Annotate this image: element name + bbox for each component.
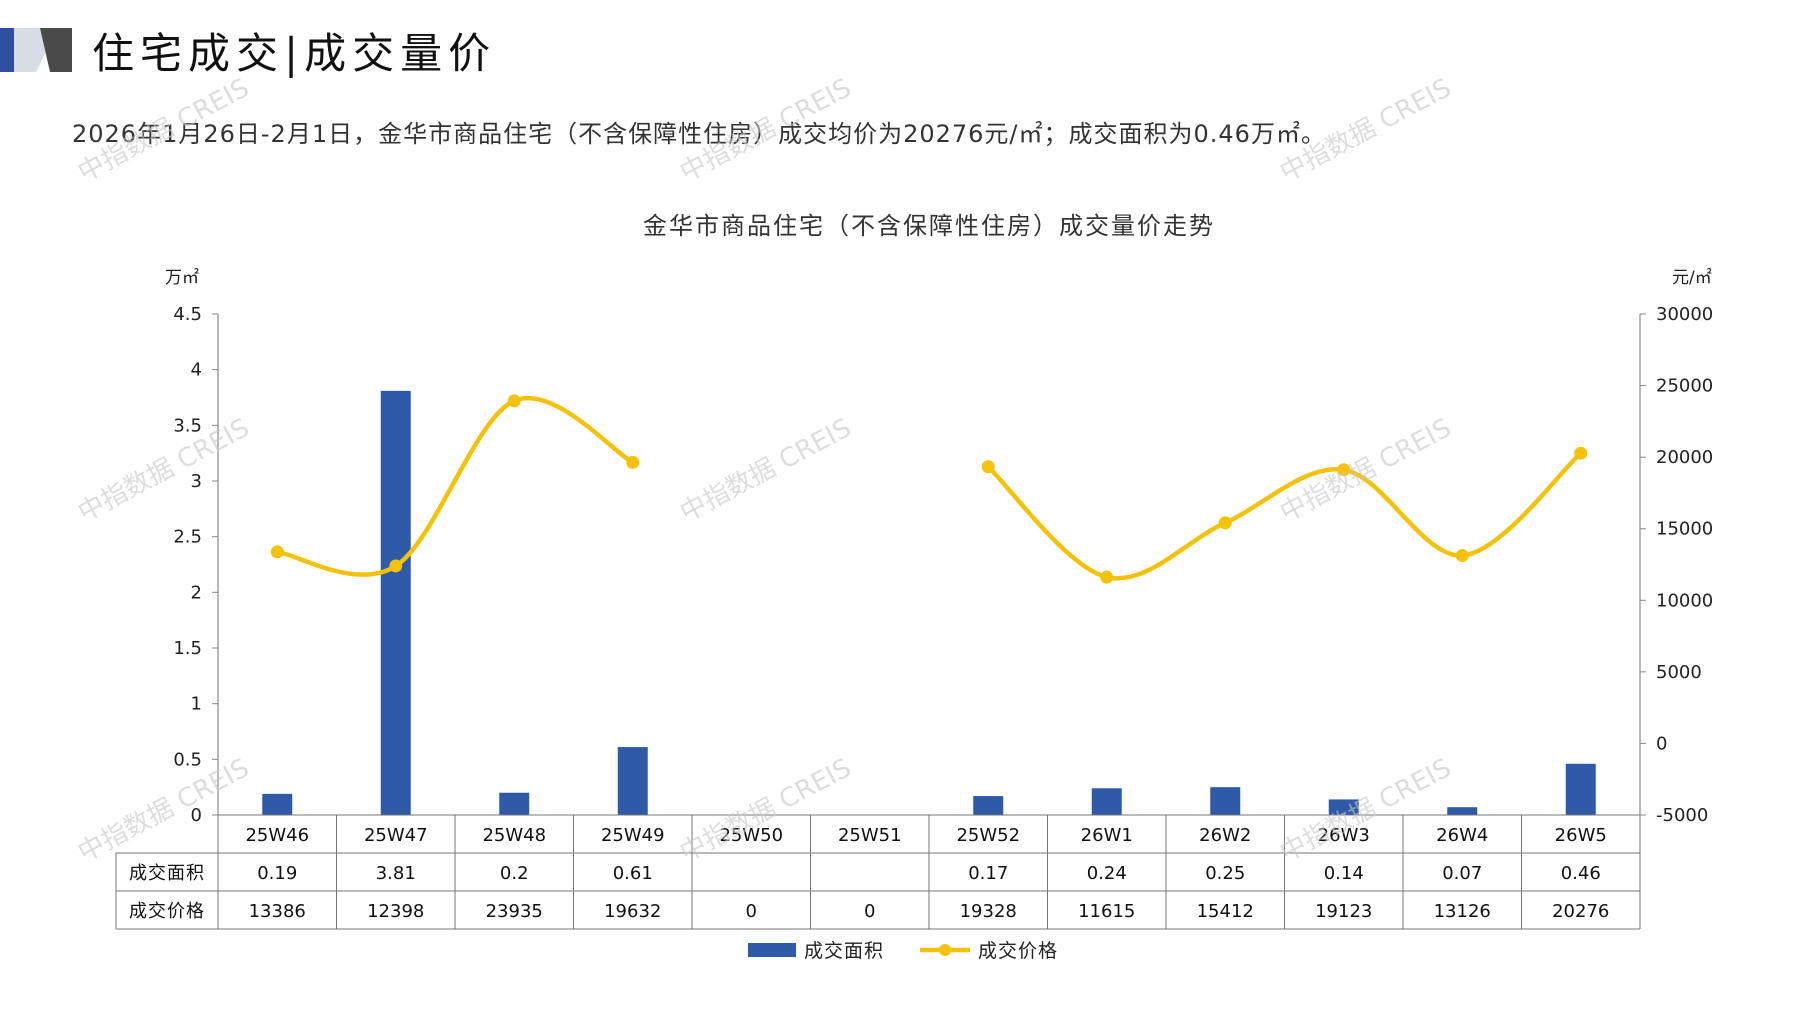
y-right-tick-label: 5000 (1656, 662, 1702, 683)
y-right-tick-label: 0 (1656, 733, 1667, 754)
bar-25W48 (499, 792, 530, 815)
y-right-tick-label: 10000 (1656, 590, 1713, 611)
table-cell-value: 23935 (486, 901, 543, 922)
y-right-tick-label: 20000 (1656, 447, 1713, 468)
bar-26W2 (1210, 787, 1241, 815)
table-cell-value: 11615 (1078, 901, 1135, 922)
price-line (275, 396, 635, 577)
x-category-label: 26W2 (1199, 825, 1251, 846)
y-right-tick-label: 15000 (1656, 519, 1713, 540)
page-title: 住宅成交|成交量价 (92, 29, 497, 78)
table-cell-value: 19123 (1315, 901, 1372, 922)
header-logo (0, 28, 72, 72)
table-cell-value: 13126 (1434, 901, 1491, 922)
bar-25W49 (617, 747, 648, 815)
bar-25W52 (973, 796, 1004, 815)
table-cell-value: 0.61 (613, 863, 653, 884)
price-line (986, 450, 1583, 581)
x-category-label: 25W52 (956, 825, 1020, 846)
table-cell-value: 0.17 (968, 863, 1008, 884)
table-cell-value: 0.2 (500, 863, 529, 884)
bar-26W1 (1091, 788, 1122, 815)
x-category-label: 25W50 (719, 825, 783, 846)
bar-26W3 (1328, 799, 1359, 815)
table-cell-value: 20276 (1552, 901, 1609, 922)
x-category-label: 26W3 (1318, 825, 1370, 846)
y-left-tick-label: 1.5 (173, 638, 202, 659)
table-series-name: 成交价格 (129, 901, 205, 922)
y-left-tick-label: 0.5 (173, 749, 202, 770)
price-point-26W4 (1455, 549, 1469, 563)
bar-26W4 (1447, 807, 1478, 815)
chart-title: 金华市商品住宅（不含保障性住房）成交量价走势 (643, 212, 1215, 240)
table-cell-value: 0.07 (1442, 863, 1482, 884)
legend-line-marker (939, 944, 951, 956)
table-cell-value: 12398 (367, 901, 424, 922)
table-series-name: 成交面积 (129, 863, 205, 884)
table-cell-value: 0.25 (1205, 863, 1245, 884)
y-left-tick-label: 3.5 (173, 415, 202, 436)
price-point-26W1 (1100, 570, 1114, 584)
legend-bar-swatch (748, 943, 796, 957)
bar-26W5 (1565, 763, 1596, 815)
table-cell-value: 19328 (960, 901, 1017, 922)
table-cell-value: 15412 (1197, 901, 1254, 922)
table-cell-value: 0 (746, 901, 757, 922)
x-category-label: 25W47 (364, 825, 428, 846)
y-left-tick-label: 0 (191, 805, 202, 826)
legend-line-label: 成交价格 (978, 940, 1058, 962)
price-point-26W2 (1218, 516, 1232, 530)
bar-25W46 (262, 793, 293, 815)
bar-25W47 (380, 390, 411, 815)
y-left-unit: 万㎡ (165, 268, 199, 288)
y-right-tick-label: 30000 (1656, 304, 1713, 325)
y-left-tick-label: 4.5 (173, 304, 202, 325)
price-point-26W5 (1574, 446, 1588, 460)
price-point-25W49 (626, 455, 640, 469)
table-cell-value: 0.46 (1561, 863, 1601, 884)
y-left-tick-label: 2.5 (173, 527, 202, 548)
summary-text: 2026年1月26日-2月1日，金华市商品住宅（不含保障性住房）成交均价为202… (72, 120, 1326, 148)
y-left-tick-label: 2 (191, 582, 202, 603)
price-point-25W52 (981, 460, 995, 474)
price-point-25W48 (507, 394, 521, 408)
legend-bar-label: 成交面积 (804, 940, 884, 962)
x-category-label: 26W5 (1555, 825, 1607, 846)
y-right-unit: 元/㎡ (1672, 268, 1712, 288)
y-left-tick-label: 4 (191, 360, 202, 381)
y-right-tick-label: -5000 (1656, 805, 1708, 826)
table-cell-value: 19632 (604, 901, 661, 922)
y-left-tick-label: 1 (191, 694, 202, 715)
x-category-label: 25W46 (245, 825, 309, 846)
y-left-tick-label: 3 (191, 471, 202, 492)
price-point-25W47 (389, 559, 403, 573)
y-right-tick-label: 25000 (1656, 376, 1713, 397)
price-point-25W46 (270, 545, 284, 559)
x-category-label: 25W49 (601, 825, 665, 846)
x-category-label: 26W4 (1436, 825, 1488, 846)
table-cell-value: 13386 (249, 901, 306, 922)
table-cell-value: 0.24 (1087, 863, 1127, 884)
x-category-label: 25W51 (838, 825, 902, 846)
x-category-label: 25W48 (482, 825, 546, 846)
table-cell-value: 0 (864, 901, 875, 922)
table-cell-value: 0.19 (257, 863, 297, 884)
table-cell-value: 0.14 (1324, 863, 1364, 884)
price-point-26W3 (1337, 463, 1351, 477)
x-category-label: 26W1 (1081, 825, 1133, 846)
table-cell-value: 3.81 (376, 863, 416, 884)
